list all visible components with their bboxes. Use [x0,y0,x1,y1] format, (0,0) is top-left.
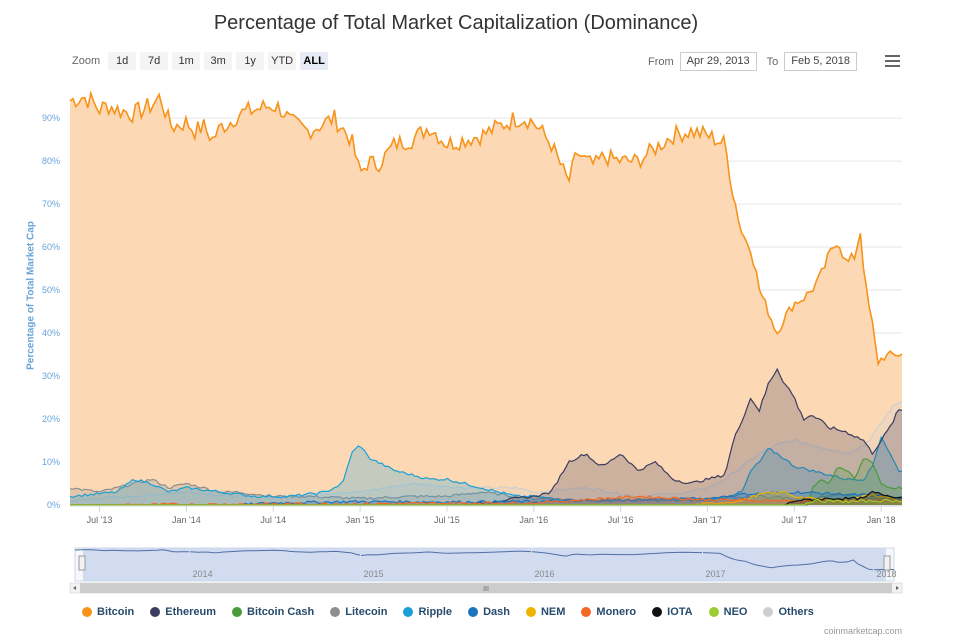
ripple-dot-icon [403,607,414,617]
series-area-bitcoin [70,93,902,505]
legend-label: NEM [540,606,566,618]
series-area-bitcoin-cash [70,458,902,505]
navigator-tick-label: 2015 [364,569,384,579]
navigator-tick-label: 2018 [876,569,896,579]
scrollbar-thumb [80,583,892,593]
x-tick-label: Jan '14 [172,515,201,525]
y-tick-label: 90% [42,113,60,123]
y-tick-label: 20% [42,414,60,424]
nem-dot-icon [525,607,536,617]
date-range: From Apr 29, 2013 To Feb 5, 2018 [648,52,858,71]
monero-dot-icon [581,607,592,617]
y-tick-label: 50% [42,285,60,295]
to-label: To [766,55,779,68]
legend-item-iota[interactable]: IOTA [652,606,693,618]
dash-dot-icon [468,607,479,617]
scrollbar-grip-icon: III [483,586,489,593]
navigator-right-handle [883,555,891,571]
y-tick-label: 60% [42,242,60,252]
from-date-input[interactable]: Apr 29, 2013 [679,52,757,71]
series-line-bitcoin [69,90,903,367]
from-label: From [648,55,674,68]
series-line-others [69,401,903,503]
legend-label: Ripple [418,606,453,618]
navigator-left-handle [78,555,86,571]
legend-item-monero[interactable]: Monero [581,606,636,618]
credit-text: coinmarketcap.com [823,626,902,636]
iota-dot-icon [652,607,663,617]
x-tick-label: Jul '15 [434,515,460,525]
legend-item-ripple[interactable]: Ripple [403,606,452,618]
y-tick-label: 10% [42,457,60,467]
legend-label: NEO [723,606,748,618]
series-line-ripple [69,435,903,503]
zoom-ytd-button[interactable]: YTD [268,52,297,70]
series-area-iota [70,491,902,505]
zoom-7d-button[interactable]: 7d [140,52,169,70]
navigator-line [74,549,894,571]
x-tick-label: Jan '15 [346,515,375,525]
series-area-monero [70,495,902,505]
x-tick-label: Jan '17 [693,515,722,525]
neo-dot-icon [708,607,719,617]
zoom-3m-button[interactable]: 3m [204,52,233,70]
zoom-label: Zoom [72,55,101,67]
legend-label: Dash [483,606,510,618]
x-tick-label: Jul '13 [87,515,113,525]
legend-item-ethereum[interactable]: Ethereum [150,606,216,618]
legend-item-bitcoin[interactable]: Bitcoin [82,606,134,618]
zoom-1d-button[interactable]: 1d [108,52,137,70]
y-tick-label: 30% [42,371,60,381]
x-tick-label: Jul '17 [781,515,807,525]
navigator-tick-label: 2016 [535,569,555,579]
litecoin-dot-icon [330,607,341,617]
bitcoin-dot-icon [82,607,92,617]
y-tick-label: 80% [42,156,60,166]
legend: Bitcoin Ethereum Bitcoin Cash Litecoin R… [82,606,814,618]
navigator-tick-label: 2014 [193,569,213,579]
zoom-1y-button[interactable]: 1y [236,52,265,70]
y-tick-label: 0% [47,500,60,510]
legend-item-others[interactable]: Others [763,606,814,618]
zoom-all-button[interactable]: ALL [300,52,329,70]
legend-label: Litecoin [345,606,388,618]
legend-item-dash[interactable]: Dash [468,606,510,618]
to-date-input[interactable]: Feb 5, 2018 [784,52,858,71]
x-tick-label: Jan '16 [519,515,548,525]
series-line-neo [70,498,903,506]
ethereum-dot-icon [150,607,161,617]
scroll-left-arrow-icon [73,586,76,590]
navigator-selection [83,548,886,581]
series-area-nem [70,491,902,505]
legend-label: Bitcoin Cash [247,606,315,618]
legend-item-litecoin[interactable]: Litecoin [330,606,387,618]
legend-label: Ethereum [165,606,217,618]
series-area-ethereum [70,369,902,505]
others-dot-icon [763,607,774,617]
legend-label: IOTA [667,606,693,618]
series-line-litecoin [69,478,903,503]
series-line-monero [70,494,903,506]
series-area-dash [70,491,902,505]
legend-label: Monero [596,606,637,618]
legend-item-bitcoin-cash[interactable]: Bitcoin Cash [232,606,314,618]
legend-label: Bitcoin [97,606,135,618]
legend-item-nem[interactable]: NEM [525,606,566,618]
zoom-bar: Zoom 1d 7d 1m 3m 1y YTD ALL [72,52,329,70]
series-area-litecoin [70,479,902,505]
hamburger-menu-icon[interactable] [885,55,900,67]
scroll-right-arrow-icon [896,586,899,590]
zoom-1m-button[interactable]: 1m [172,52,201,70]
legend-item-neo[interactable]: NEO [708,606,748,618]
x-tick-label: Jan '18 [867,515,896,525]
chart-title: Percentage of Total Market Capitalizatio… [213,12,699,34]
legend-label: Others [778,606,814,618]
y-tick-label: 70% [42,199,60,209]
x-tick-label: Jul '14 [260,515,286,525]
bitcoin-cash-dot-icon [232,607,243,617]
navigator-tick-label: 2017 [706,569,726,579]
x-tick-label: Jul '16 [608,515,634,525]
y-tick-label: 40% [42,328,60,338]
